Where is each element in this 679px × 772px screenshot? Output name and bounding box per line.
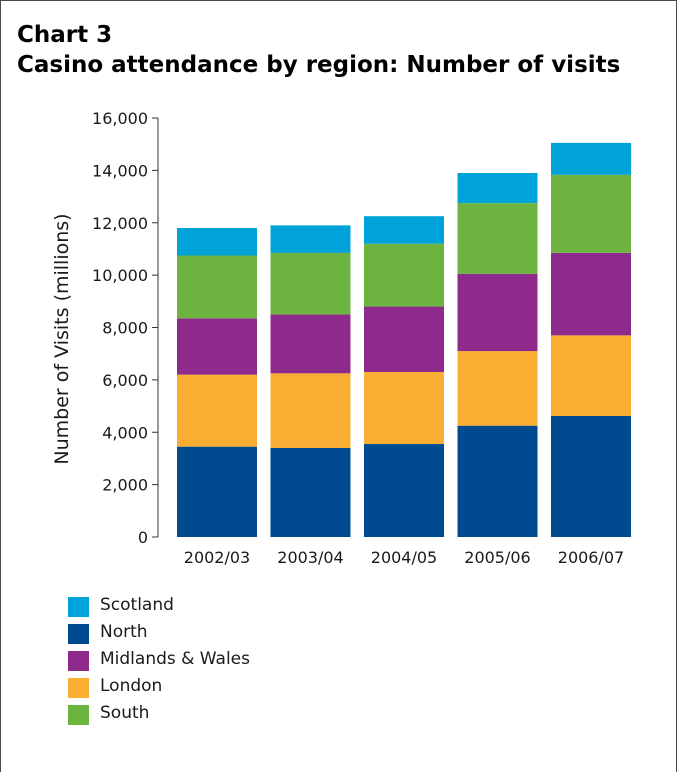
legend-label: North [100,622,148,642]
bar-segment-midlands-wales [551,252,631,336]
bar-segment-scotland [551,142,631,175]
legend-swatch [68,678,89,698]
bar-segment-north [177,446,257,537]
y-tick-label: 4,000 [102,423,148,442]
legend-swatch [68,651,89,671]
bar-segment-london [551,335,631,417]
bar-segment-london [364,372,444,445]
legend-label: London [100,676,163,696]
bar-segment-north [457,425,538,537]
y-axis-label: Number of Visits (millions) [51,213,73,464]
x-tick-label: 2005/06 [464,548,530,567]
y-tick-label: 6,000 [102,371,148,390]
y-tick-label: 10,000 [92,266,148,285]
legend-label: Scotland [100,595,174,615]
bar-segment-london [177,374,257,447]
legend-swatch [68,705,89,725]
bar-segment-south [457,203,538,274]
legend-swatch [68,597,89,617]
bar-segment-south [551,174,631,253]
bar-segment-scotland [457,172,538,204]
bar-segment-south [270,252,351,315]
x-tick-label: 2003/04 [277,548,343,567]
x-tick-label: 2006/07 [558,548,624,567]
chart-title: Casino attendance by region: Number of v… [17,52,621,78]
y-tick-label: 12,000 [92,214,148,233]
plot-area: 0 2,000 4,000 6,000 8,000 10,000 12,000 14,000 1… [92,109,631,567]
y-tick-label: 16,000 [92,109,148,128]
y-tick-label: 2,000 [102,476,148,495]
bar-segment-south [364,243,444,307]
bar-segment-midlands-wales [364,306,444,373]
legend-swatch [68,624,89,644]
legend-label: South [100,703,150,723]
bar-segment-london [457,351,538,426]
chart-number: Chart 3 [17,22,113,48]
bar-segment-midlands-wales [457,273,538,352]
bar-segment-north [551,416,631,537]
bar-segment-midlands-wales [270,314,351,374]
bar-segment-scotland [364,216,444,244]
bar-segment-north [270,447,351,537]
y-tick-label: 8,000 [102,319,148,338]
bar-segment-scotland [177,227,257,256]
y-tick-label: 0 [138,528,148,547]
legend-label: Midlands & Wales [100,649,250,669]
bar-segment-north [364,444,444,537]
bar-segment-south [177,255,257,319]
bar-segment-scotland [270,225,351,253]
y-tick-label: 14,000 [92,161,148,180]
bar-segment-midlands-wales [177,318,257,375]
x-tick-label: 2002/03 [184,548,250,567]
x-tick-label: 2004/05 [371,548,437,567]
bar-segment-london [270,373,351,448]
